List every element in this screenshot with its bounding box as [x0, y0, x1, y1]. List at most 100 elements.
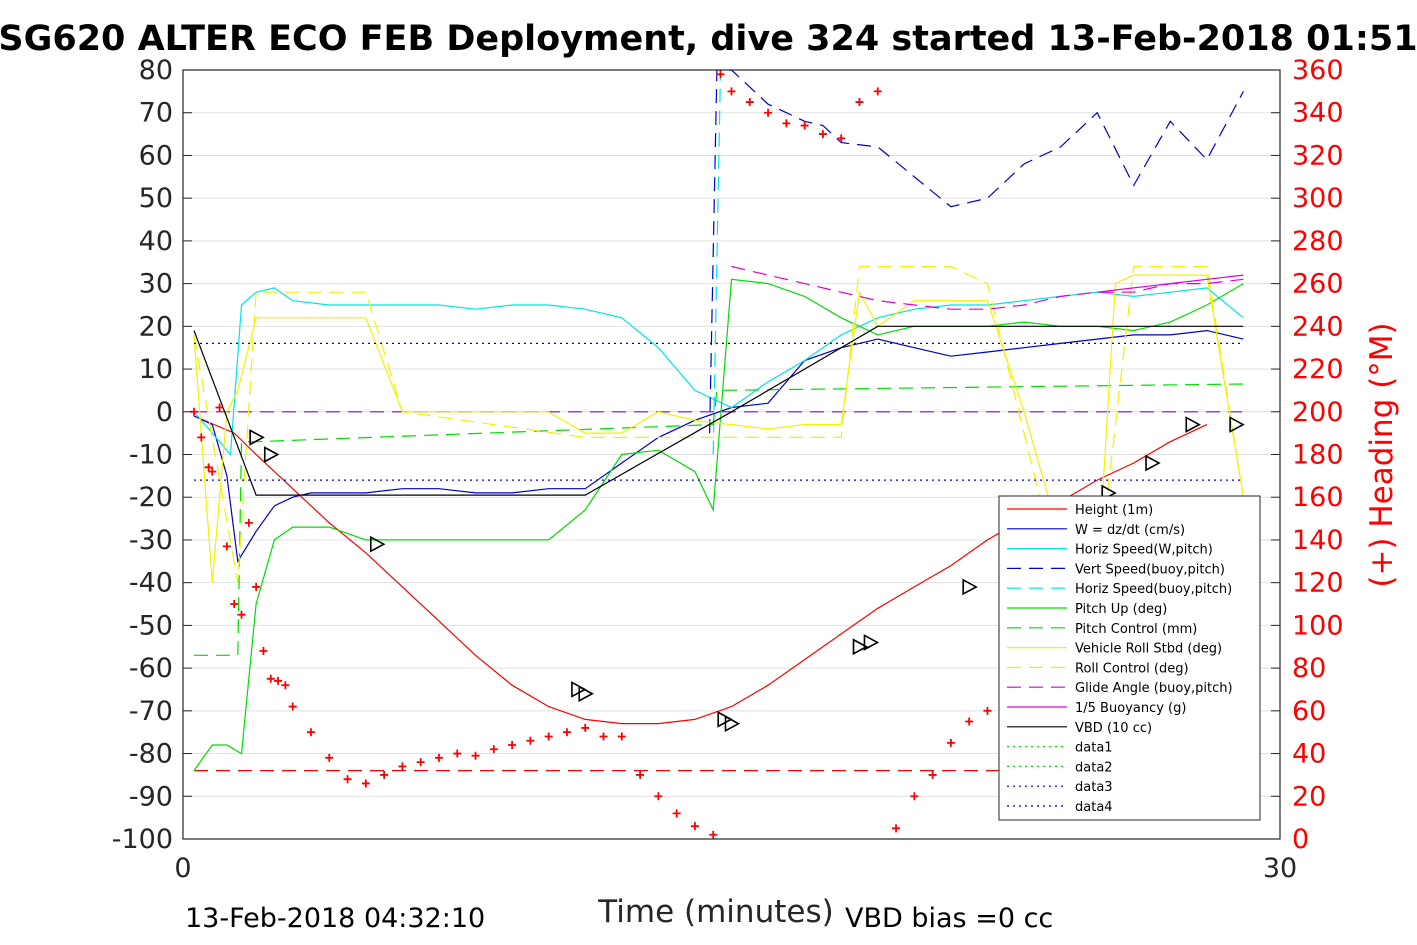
- right-tick-label: 120: [1292, 568, 1344, 599]
- footer-timestamp: 13-Feb-2018 04:32:10: [185, 903, 485, 934]
- left-tick-label: 0: [156, 397, 173, 428]
- heading-point: [672, 809, 681, 818]
- series-line-1: [193, 329, 1244, 564]
- legend-entry: Vehicle Roll Stbd (deg): [1075, 642, 1222, 657]
- left-tick-label: 50: [139, 183, 173, 214]
- series-line-3: [709, 70, 1244, 434]
- right-tick-label: 100: [1292, 610, 1344, 641]
- right-tick-label: 80: [1292, 653, 1326, 684]
- series-line-8: [193, 265, 1244, 584]
- triangle-marker: [263, 446, 280, 463]
- heading-point: [690, 822, 699, 831]
- heading-point: [745, 98, 754, 107]
- heading-point: [965, 717, 974, 726]
- legend-entry: VBD (10 cc): [1075, 721, 1152, 736]
- left-tick-label: -100: [112, 824, 173, 855]
- left-tick-label: -60: [129, 653, 173, 684]
- heading-point: [727, 87, 736, 96]
- heading-point: [508, 741, 517, 750]
- legend-entry: Glide Angle (buoy,pitch): [1075, 681, 1233, 696]
- triangle-marker: [962, 578, 978, 596]
- heading-point: [764, 108, 773, 117]
- heading-point: [215, 403, 224, 412]
- legend-entry: Vert Speed(buoy,pitch): [1075, 562, 1225, 577]
- left-tick-label: -50: [129, 610, 173, 641]
- series-line-9: [731, 265, 1244, 310]
- heading-point: [343, 775, 352, 784]
- series-line-11: [193, 325, 1244, 496]
- left-tick-label: 80: [139, 55, 173, 86]
- right-tick-label: 360: [1292, 55, 1344, 86]
- heading-point: [782, 119, 791, 128]
- triangle-marker: [578, 685, 594, 703]
- triangle-marker: [370, 535, 386, 553]
- heading-point: [800, 121, 809, 130]
- heading-point: [244, 518, 253, 527]
- heading-point: [581, 723, 590, 732]
- right-tick-label: 340: [1292, 98, 1344, 129]
- left-tick-label: -20: [129, 482, 173, 513]
- heading-point: [266, 674, 275, 683]
- legend: Height (1m) W = dz/dt (cm/s) Horiz Speed(W…: [998, 495, 1261, 821]
- left-tick-label: -30: [129, 525, 173, 556]
- right-tick-label: 20: [1292, 781, 1326, 812]
- heading-point: [654, 792, 663, 801]
- right-tick-label: 160: [1292, 482, 1344, 513]
- legend-entry: Roll Control (deg): [1075, 661, 1189, 676]
- legend-entry: data4: [1075, 800, 1113, 815]
- right-tick-label: 240: [1292, 311, 1344, 342]
- left-axis-ticks: 80 70 60 50 40 30 20 10 0 -10 -20 -30 -40 -50 -60 -70 -8…: [112, 55, 192, 855]
- heading-point: [274, 676, 283, 685]
- heading-point: [599, 732, 608, 741]
- heading-point: [222, 542, 231, 551]
- heading-point: [928, 770, 937, 779]
- x-tick-label: 0: [174, 853, 191, 884]
- triangle-marker: [717, 711, 733, 728]
- right-tick-label: 300: [1292, 183, 1344, 214]
- footer-vbd-bias: VBD bias =0 cc: [845, 903, 1053, 934]
- heading-point: [526, 736, 535, 745]
- heading-point: [617, 732, 626, 741]
- series-line-2: [193, 287, 1244, 456]
- heading-point: [818, 130, 827, 139]
- right-tick-label: 60: [1292, 696, 1326, 727]
- heading-point: [380, 770, 389, 779]
- heading-point: [288, 702, 297, 711]
- legend-entry: Pitch Control (mm): [1075, 622, 1197, 637]
- legend-box: [998, 495, 1261, 821]
- heading-point: [361, 779, 370, 788]
- heading-point: [252, 582, 261, 591]
- triangle-marker: [249, 429, 265, 446]
- legend-entry: 1/5 Buoyancy (g): [1075, 701, 1186, 716]
- legend-entry: data3: [1075, 780, 1113, 795]
- right-tick-label: 0: [1292, 824, 1309, 855]
- triangle-marker: [1145, 454, 1161, 472]
- triangle-marker: [1185, 416, 1201, 433]
- series-line-10: [1097, 274, 1244, 293]
- legend-entry: W = dz/dt (cm/s): [1075, 523, 1185, 538]
- triangle-marker: [1229, 416, 1245, 433]
- heading-point: [946, 738, 955, 747]
- x-tick-label: 30: [1263, 853, 1297, 884]
- left-tick-label: 30: [139, 269, 173, 300]
- heading-point: [306, 728, 315, 737]
- heading-point: [716, 70, 725, 79]
- right-tick-label: 320: [1292, 140, 1344, 171]
- right-tick-label: 200: [1292, 397, 1344, 428]
- heading-point: [230, 600, 239, 609]
- heading-point: [398, 762, 407, 771]
- heading-point: [873, 87, 882, 96]
- heading-point: [453, 749, 462, 758]
- legend-entry: data2: [1075, 760, 1113, 775]
- right-tick-label: 180: [1292, 440, 1344, 471]
- right-axis-label: (+) Heading (°M): [1364, 322, 1400, 587]
- left-tick-label: -10: [129, 440, 173, 471]
- heading-point: [544, 732, 553, 741]
- heading-point: [892, 824, 901, 833]
- x-axis-ticks: 0 30: [174, 830, 1297, 884]
- heading-point: [325, 753, 334, 762]
- plot-title: SG620 ALTER ECO FEB Deployment, dive 324…: [0, 19, 1417, 59]
- heading-point: [208, 467, 217, 476]
- right-tick-label: 280: [1292, 226, 1344, 257]
